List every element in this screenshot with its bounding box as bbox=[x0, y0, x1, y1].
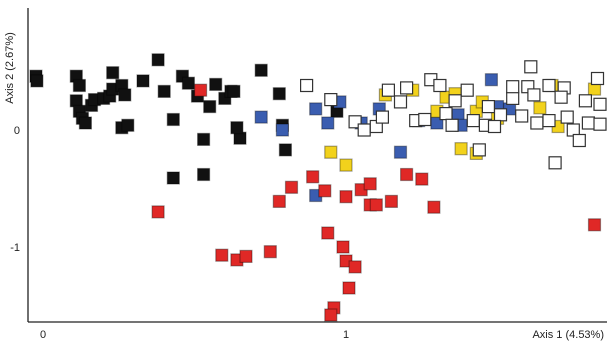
data-point bbox=[166, 171, 180, 185]
data-point bbox=[587, 218, 602, 232]
data-point bbox=[230, 121, 244, 135]
data-point bbox=[533, 101, 547, 115]
data-point bbox=[527, 88, 541, 102]
data-point bbox=[275, 123, 289, 137]
data-point bbox=[448, 94, 462, 108]
data-point bbox=[339, 190, 353, 204]
data-point bbox=[197, 167, 211, 182]
data-point bbox=[30, 74, 44, 88]
axes bbox=[27, 8, 607, 323]
data-point bbox=[151, 53, 165, 67]
data-point bbox=[215, 248, 229, 262]
data-point bbox=[542, 78, 556, 93]
data-point bbox=[272, 87, 286, 101]
data-point bbox=[309, 102, 323, 116]
data-point bbox=[348, 260, 362, 274]
y-axis-label: Axis 2 (2.67%) bbox=[4, 32, 16, 104]
data-point bbox=[324, 308, 338, 322]
data-point bbox=[400, 167, 414, 182]
x-axis-label: Axis 1 (4.53%) bbox=[532, 329, 604, 341]
data-point bbox=[593, 117, 607, 131]
data-point bbox=[572, 133, 586, 148]
data-point bbox=[445, 118, 459, 132]
data-point bbox=[530, 116, 544, 130]
data-point bbox=[254, 63, 268, 77]
tick-labels: 0 1 0 -1 bbox=[10, 125, 349, 341]
data-point bbox=[239, 249, 253, 263]
data-point bbox=[400, 81, 414, 95]
data-point bbox=[593, 97, 607, 111]
data-point bbox=[375, 110, 389, 124]
data-point bbox=[106, 66, 120, 80]
data-point bbox=[548, 156, 562, 170]
data-point bbox=[227, 84, 241, 99]
data-point bbox=[415, 172, 429, 186]
data-point bbox=[254, 110, 268, 124]
data-point bbox=[418, 112, 432, 127]
data-point bbox=[590, 71, 605, 86]
data-point bbox=[194, 83, 208, 97]
data-point bbox=[72, 78, 87, 93]
data-point bbox=[506, 91, 520, 106]
data-point bbox=[203, 99, 217, 114]
data-point bbox=[357, 123, 371, 137]
data-point bbox=[460, 83, 474, 97]
data-point bbox=[321, 226, 335, 240]
data-point bbox=[369, 198, 383, 212]
data-point bbox=[481, 99, 495, 114]
data-point bbox=[393, 145, 408, 159]
data-point bbox=[157, 84, 171, 99]
data-point bbox=[342, 281, 356, 295]
data-points bbox=[29, 53, 607, 322]
data-point bbox=[524, 60, 538, 74]
data-point bbox=[300, 78, 314, 93]
data-point bbox=[209, 77, 223, 92]
data-point bbox=[321, 116, 335, 130]
data-point bbox=[121, 118, 135, 132]
data-point bbox=[363, 177, 377, 191]
data-point bbox=[318, 184, 332, 198]
data-point bbox=[554, 90, 568, 104]
data-point bbox=[278, 143, 292, 157]
data-point bbox=[578, 94, 593, 108]
data-point bbox=[197, 132, 211, 146]
data-point bbox=[484, 73, 498, 87]
data-point bbox=[336, 240, 350, 254]
data-point bbox=[427, 200, 441, 214]
data-point bbox=[284, 180, 299, 194]
data-point bbox=[542, 113, 556, 128]
data-point bbox=[118, 88, 132, 102]
data-point bbox=[78, 116, 93, 130]
data-point bbox=[166, 112, 180, 127]
y-tick-label: -1 bbox=[10, 242, 20, 254]
data-point bbox=[454, 142, 468, 156]
data-point bbox=[487, 119, 502, 134]
data-point bbox=[151, 205, 165, 219]
data-point bbox=[493, 108, 508, 122]
data-point bbox=[433, 78, 447, 93]
data-point bbox=[324, 92, 338, 107]
data-point bbox=[506, 80, 520, 94]
data-point bbox=[466, 113, 480, 128]
data-point bbox=[384, 194, 398, 208]
data-point bbox=[339, 158, 353, 172]
data-point bbox=[560, 110, 574, 124]
data-point bbox=[393, 95, 408, 109]
data-point bbox=[181, 76, 195, 90]
data-point bbox=[515, 109, 529, 123]
x-tick-label: 0 bbox=[40, 329, 46, 341]
data-point bbox=[324, 145, 338, 159]
data-point bbox=[381, 83, 395, 97]
data-point bbox=[439, 106, 453, 121]
data-point bbox=[272, 194, 286, 208]
x-tick-label: 1 bbox=[343, 329, 349, 341]
data-point bbox=[263, 245, 277, 259]
y-tick-label: 0 bbox=[14, 125, 20, 137]
data-point bbox=[581, 116, 596, 130]
data-point bbox=[306, 170, 320, 184]
data-point bbox=[136, 74, 150, 88]
data-point bbox=[472, 143, 486, 157]
